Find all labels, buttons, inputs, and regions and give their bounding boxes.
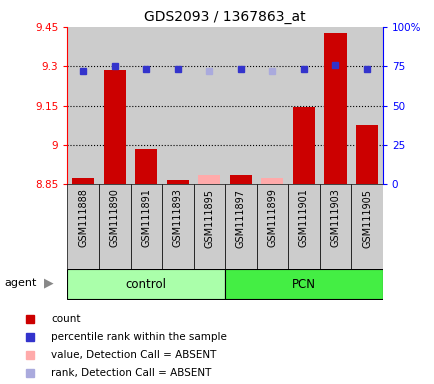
Text: count: count [51,314,80,324]
Text: GSM111903: GSM111903 [330,189,340,247]
Bar [351,27,382,184]
Bar [288,184,319,269]
Bar [225,270,382,299]
Bar [130,27,162,184]
Text: GSM111899: GSM111899 [267,189,277,247]
Bar [130,184,162,269]
Bar [67,270,225,299]
Text: percentile rank within the sample: percentile rank within the sample [51,332,227,342]
Text: GSM111905: GSM111905 [361,189,371,248]
Bar [256,27,288,184]
Text: GSM111901: GSM111901 [298,189,308,247]
Text: GSM111897: GSM111897 [235,189,245,248]
Text: GSM111895: GSM111895 [204,189,214,248]
Bar [292,107,314,184]
Text: control: control [125,278,166,291]
Bar [166,180,188,184]
Bar [99,184,130,269]
Text: value, Detection Call = ABSENT: value, Detection Call = ABSENT [51,350,216,360]
Bar [103,70,125,184]
Bar [324,33,346,184]
Bar [355,125,377,184]
Bar [256,184,288,269]
Text: GSM111888: GSM111888 [78,189,88,247]
Bar [161,184,193,269]
Bar [261,178,283,184]
Title: GDS2093 / 1367863_at: GDS2093 / 1367863_at [144,10,305,25]
Bar [193,27,225,184]
Bar [319,184,351,269]
Bar [229,175,251,184]
Text: GSM111890: GSM111890 [109,189,119,247]
Text: GSM111893: GSM111893 [172,189,182,247]
Text: rank, Detection Call = ABSENT: rank, Detection Call = ABSENT [51,368,211,378]
Bar [67,27,99,184]
Bar [193,184,225,269]
Bar [72,178,94,184]
Text: ▶: ▶ [43,277,53,290]
Text: PCN: PCN [291,278,315,291]
Bar [161,27,193,184]
Bar [67,184,99,269]
Bar [99,27,130,184]
Bar [288,27,319,184]
Bar [351,184,382,269]
Bar [135,149,157,184]
Bar [198,175,220,184]
Bar [225,184,256,269]
Text: agent: agent [4,278,36,288]
Text: GSM111891: GSM111891 [141,189,151,247]
Bar [225,27,256,184]
Bar [319,27,351,184]
